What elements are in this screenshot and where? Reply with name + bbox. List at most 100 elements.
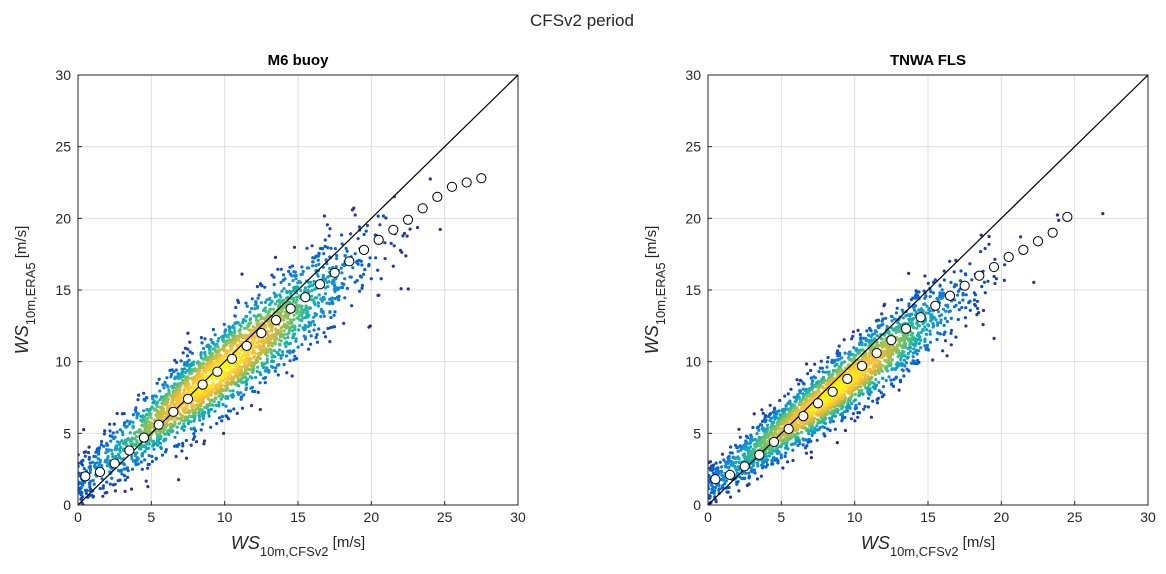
- scatter-point: [376, 269, 379, 272]
- scatter-point: [227, 336, 230, 339]
- scatter-point: [100, 440, 103, 443]
- scatter-point: [749, 445, 752, 448]
- scatter-point: [236, 412, 239, 415]
- scatter-point: [917, 332, 920, 335]
- scatter-point: [313, 256, 316, 259]
- scatter-point: [297, 328, 300, 331]
- scatter-point: [887, 375, 890, 378]
- scatter-point: [126, 419, 129, 422]
- scatter-point: [806, 372, 809, 375]
- scatter-point: [85, 492, 88, 495]
- scatter-point: [192, 382, 195, 385]
- scatter-point: [987, 243, 990, 246]
- scatter-point: [300, 343, 303, 346]
- scatter-point: [846, 402, 849, 405]
- scatter-point: [757, 429, 760, 432]
- scatter-point: [374, 256, 377, 259]
- scatter-point: [280, 290, 283, 293]
- scatter-point: [178, 422, 181, 425]
- scatter-point: [1057, 219, 1060, 222]
- scatter-point: [88, 458, 91, 461]
- scatter-point: [217, 350, 220, 353]
- scatter-point: [186, 332, 189, 335]
- scatter-point: [328, 227, 331, 230]
- scatter-point: [871, 400, 874, 403]
- scatter-point: [165, 403, 168, 406]
- scatter-point: [321, 247, 324, 250]
- scatter-point: [916, 359, 919, 362]
- scatter-point: [853, 419, 856, 422]
- scatter-point: [256, 366, 259, 369]
- scatter-point: [93, 483, 96, 486]
- figure-suptitle: CFSv2 period: [530, 11, 634, 30]
- scatter-point: [810, 456, 813, 459]
- scatter-point: [407, 287, 410, 290]
- scatter-point: [760, 423, 763, 426]
- x-tick-label: 30: [510, 509, 526, 525]
- scatter-point: [204, 368, 207, 371]
- x-axis-label: WS10m,CFSv2 [m/s]: [231, 533, 365, 559]
- scatter-point: [299, 281, 302, 284]
- scatter-point: [119, 450, 122, 453]
- scatter-point: [257, 320, 260, 323]
- scatter-point: [980, 285, 983, 288]
- scatter-point: [778, 427, 781, 430]
- scatter-point: [929, 295, 932, 298]
- scatter-point: [249, 387, 252, 390]
- scatter-point: [746, 436, 749, 439]
- scatter-point: [822, 432, 825, 435]
- scatter-point: [836, 441, 839, 444]
- scatter-point: [734, 461, 737, 464]
- scatter-point: [260, 301, 263, 304]
- scatter-point: [120, 472, 123, 475]
- scatter-point: [767, 415, 770, 418]
- scatter-point: [826, 360, 829, 363]
- scatter-point: [728, 486, 731, 489]
- scatter-point: [766, 463, 769, 466]
- scatter-point: [217, 401, 220, 404]
- scatter-point: [760, 475, 763, 478]
- scatter-point: [228, 389, 231, 392]
- scatter-point: [709, 460, 712, 463]
- scatter-point: [234, 315, 237, 318]
- scatter-point: [864, 343, 867, 346]
- scatter-point: [726, 491, 729, 494]
- chart-title: M6 buoy: [268, 52, 329, 69]
- scatter-point: [250, 404, 253, 407]
- scatter-point: [121, 430, 124, 433]
- scatter-point: [886, 348, 889, 351]
- scatter-point: [241, 321, 244, 324]
- scatter-point: [805, 362, 808, 365]
- y-tick-label: 15: [55, 282, 71, 298]
- bin-mean-marker: [403, 215, 412, 224]
- scatter-point: [188, 341, 191, 344]
- scatter-point: [301, 273, 304, 276]
- scatter-point: [923, 274, 926, 277]
- scatter-point: [349, 275, 352, 278]
- scatter-point: [311, 289, 314, 292]
- scatter-point: [97, 453, 100, 456]
- scatter-point: [805, 444, 808, 447]
- scatter-point: [711, 465, 714, 468]
- scatter-point: [968, 262, 971, 265]
- scatter-point: [958, 301, 961, 304]
- scatter-point: [224, 377, 227, 380]
- bin-mean-marker: [462, 178, 471, 187]
- scatter-point: [241, 407, 244, 410]
- scatter-point: [783, 395, 786, 398]
- y-tick-label: 30: [55, 67, 71, 83]
- scatter-point: [324, 292, 327, 295]
- scatter-point: [216, 346, 219, 349]
- scatter-point: [241, 353, 244, 356]
- scatter-point: [891, 358, 894, 361]
- scatter-point: [895, 331, 898, 334]
- scatter-point: [89, 468, 92, 471]
- scatter-point: [260, 284, 263, 287]
- scatter-point: [183, 389, 186, 392]
- x-tick-label: 15: [290, 509, 306, 525]
- scatter-point: [786, 460, 789, 463]
- scatter-point: [964, 324, 967, 327]
- scatter-point: [177, 443, 180, 446]
- scatter-point: [973, 291, 976, 294]
- scatter-point: [101, 495, 104, 498]
